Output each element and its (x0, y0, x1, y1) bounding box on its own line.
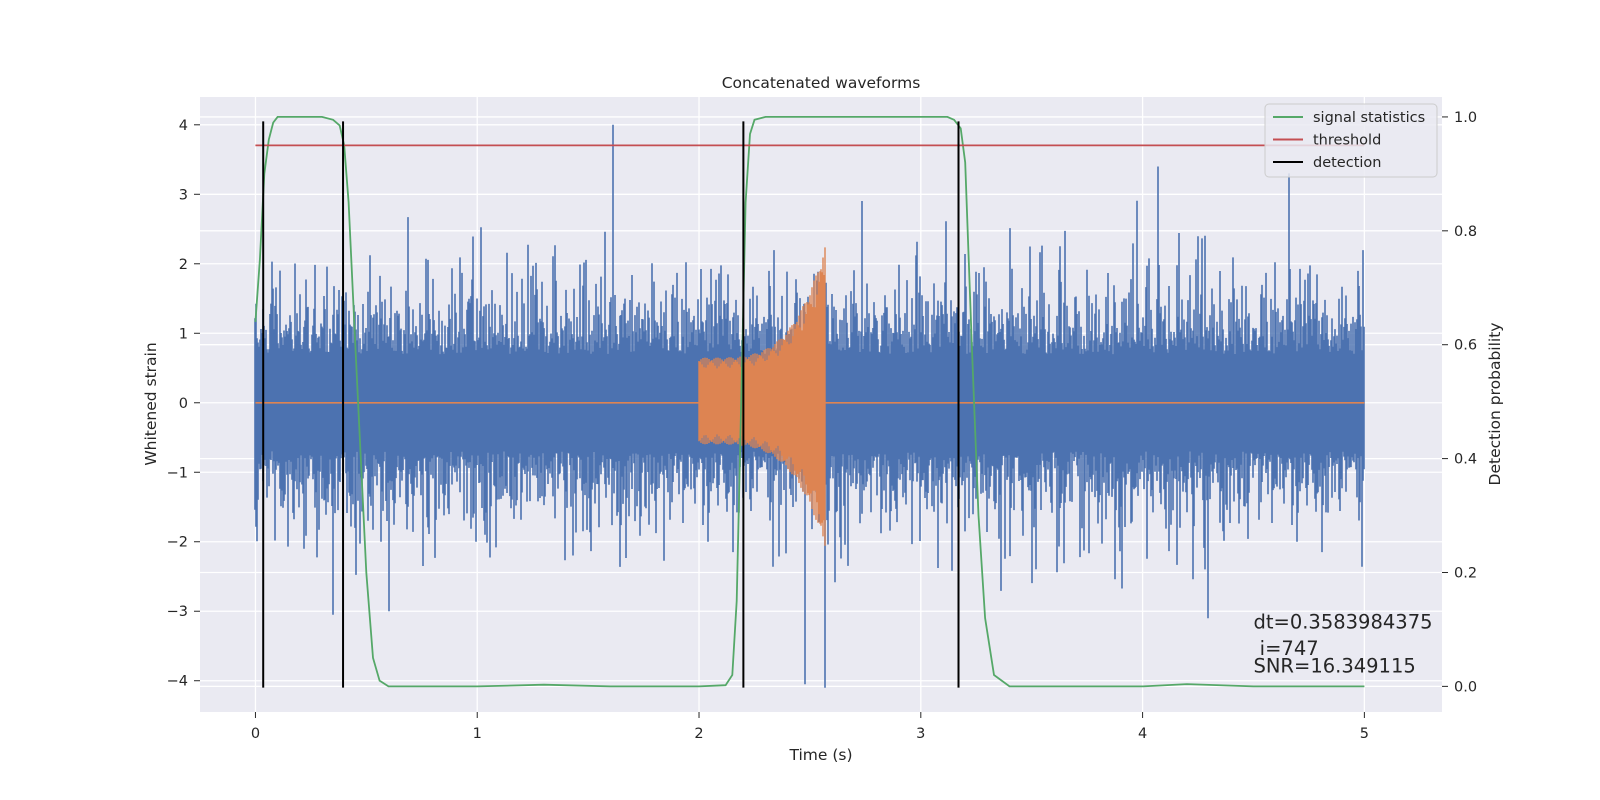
ticks-layer: 0 1 2 3 4 5 −4 −3 −2 −1 0 1 2 3 4 0.0 0.2 0.4 0.6 0.8 1.0 (167, 110, 1477, 742)
y2-tick-label: 1.0 (1454, 110, 1477, 126)
chart-title: Concatenated waveforms (722, 74, 921, 92)
stats-annotation: dt=0.3583984375 (1253, 611, 1432, 634)
y-tick-label: 0 (179, 396, 188, 412)
y2-tick-label: 0.4 (1454, 452, 1477, 468)
y-tick-label: −3 (167, 604, 188, 620)
y-tick-label: −1 (167, 465, 188, 481)
y-tick-label: 3 (179, 187, 188, 203)
series-layer (254, 116, 1365, 688)
y-axis-label: Whitened strain (142, 342, 160, 465)
y-tick-label: −2 (167, 535, 188, 551)
x-tick-label: 3 (916, 726, 925, 742)
stats-annotation: i=747 (1253, 637, 1318, 660)
y-tick-label: 2 (179, 257, 188, 273)
signal-statistics-line (254, 116, 1365, 688)
legend: signal statistics threshold detection (1264, 103, 1438, 178)
y2-tick-label: 0.0 (1454, 679, 1477, 695)
x-tick-label: 5 (1360, 726, 1369, 742)
y-tick-label: 1 (179, 326, 188, 342)
y-tick-label: −4 (167, 674, 188, 690)
y2-axis-label: Detection probability (1486, 323, 1504, 486)
x-tick-label: 2 (694, 726, 703, 742)
y2-tick-label: 0.8 (1454, 224, 1477, 240)
y2-tick-label: 0.6 (1454, 338, 1477, 354)
legend-box (1264, 103, 1438, 178)
x-tick-label: 0 (251, 726, 260, 742)
x-tick-label: 4 (1138, 726, 1147, 742)
legend-label: detection (1313, 155, 1381, 171)
x-axis-label: Time (s) (788, 746, 852, 764)
y2-tick-label: 0.2 (1454, 565, 1477, 581)
legend-label: threshold (1313, 133, 1381, 149)
stats-annotation: SNR=16.349115 (1253, 654, 1415, 677)
legend-label: signal statistics (1313, 110, 1425, 126)
y-tick-label: 4 (179, 118, 188, 134)
x-tick-label: 1 (473, 726, 482, 742)
